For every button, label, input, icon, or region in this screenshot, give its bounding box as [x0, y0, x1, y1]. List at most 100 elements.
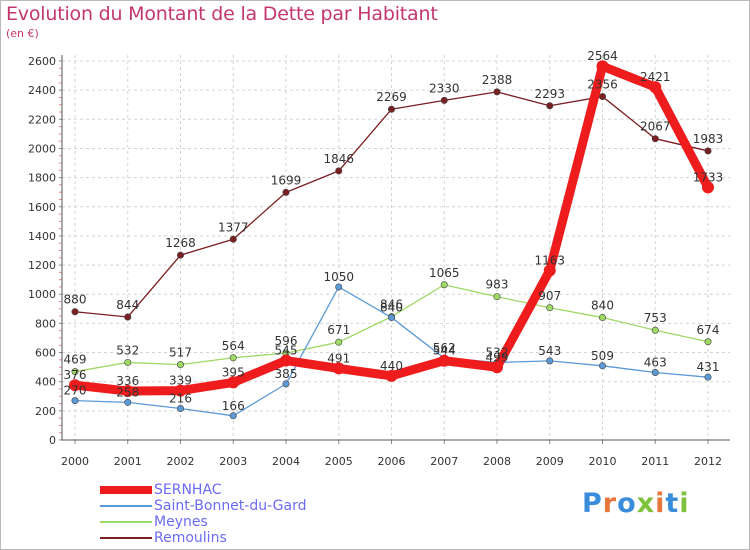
data-label-sernhac: 2421: [640, 70, 671, 84]
data-label-sernhac: 1733: [693, 170, 724, 184]
data-point-remoulins: [124, 313, 132, 321]
x-tick-label: 2001: [114, 455, 142, 468]
data-point-meynes: [440, 281, 448, 289]
data-label-saint-bonnet-du-gard: 509: [591, 349, 614, 363]
data-point-meynes: [71, 368, 79, 376]
legend-swatch-meynes: [100, 521, 152, 523]
data-label-meynes: 983: [486, 278, 509, 292]
data-point-meynes: [229, 354, 237, 362]
data-label-meynes: 753: [644, 311, 667, 325]
data-point-sernhac: [596, 60, 609, 73]
x-tick-label: 2012: [694, 455, 722, 468]
data-point-sernhac: [438, 354, 451, 367]
legend-label-saint-bonnet: Saint-Bonnet-du-Gard: [154, 498, 307, 514]
data-label-meynes: 564: [222, 339, 245, 353]
data-label-saint-bonnet-du-gard: 562: [433, 341, 456, 355]
data-point-saint-bonnet-du-gard: [124, 398, 132, 406]
data-point-remoulins: [440, 96, 448, 104]
y-tick-label: 400: [35, 376, 56, 389]
data-point-meynes: [546, 304, 554, 312]
data-label-remoulins: 1699: [271, 173, 302, 187]
y-tick-label: 800: [35, 317, 56, 330]
data-point-saint-bonnet-du-gard: [335, 283, 343, 291]
data-point-sernhac: [491, 361, 503, 374]
y-tick-label: 2400: [28, 84, 56, 97]
data-point-sernhac: [121, 385, 134, 398]
y-tick-label: 2600: [28, 55, 56, 68]
brand-letter: x: [636, 488, 656, 519]
data-label-sernhac: 339: [169, 374, 192, 388]
data-point-saint-bonnet-du-gard: [546, 357, 554, 365]
y-tick-label: 1400: [28, 230, 56, 243]
data-point-saint-bonnet-du-gard: [651, 369, 659, 377]
legend-label-remoulins: Remoulins: [154, 530, 227, 546]
brand-logo: Proxiti: [582, 488, 690, 519]
data-label-sernhac: 499: [486, 350, 509, 364]
data-point-saint-bonnet-du-gard: [177, 405, 185, 413]
data-point-remoulins: [598, 93, 606, 101]
data-label-remoulins: 2293: [534, 87, 565, 101]
data-point-remoulins: [335, 167, 343, 175]
x-tick-label: 2002: [167, 455, 195, 468]
data-point-meynes: [124, 358, 132, 366]
data-label-saint-bonnet-du-gard: 270: [64, 384, 87, 398]
data-label-meynes: 1065: [429, 266, 460, 280]
data-label-saint-bonnet-du-gard: 385: [275, 367, 298, 381]
legend-swatch-remoulins: [100, 537, 152, 539]
y-tick-label: 1200: [28, 259, 56, 272]
brand-letter: i: [679, 488, 690, 519]
data-point-sernhac: [227, 376, 240, 389]
data-label-sernhac: 491: [327, 351, 350, 365]
data-label-sernhac: 395: [222, 365, 245, 379]
data-label-sernhac: 2564: [587, 49, 618, 63]
data-label-remoulins: 2330: [429, 81, 460, 95]
data-point-sernhac: [174, 384, 187, 397]
brand-letter: o: [617, 488, 637, 519]
chart-title: Evolution du Montant de la Dette par Hab…: [6, 3, 438, 25]
data-label-sernhac: 440: [380, 359, 403, 373]
data-point-sernhac: [649, 81, 662, 94]
y-tick-label: 1000: [28, 288, 56, 301]
x-tick-label: 2006: [378, 455, 406, 468]
data-label-saint-bonnet-du-gard: 463: [644, 356, 667, 370]
data-point-sernhac: [69, 379, 81, 392]
data-point-meynes: [651, 326, 659, 334]
data-point-remoulins: [387, 105, 395, 113]
chart-subtitle: (en €): [6, 27, 39, 40]
legend-swatch-sernhac: [100, 486, 152, 494]
data-label-meynes: 596: [275, 334, 298, 348]
data-label-remoulins: 2388: [482, 73, 513, 87]
x-tick-label: 2007: [430, 455, 458, 468]
x-tick-label: 2005: [325, 455, 353, 468]
data-point-remoulins: [282, 188, 290, 196]
data-point-sernhac: [280, 354, 292, 367]
data-label-meynes: 674: [697, 323, 720, 337]
x-tick-label: 2000: [61, 455, 89, 468]
legend-label-meynes: Meynes: [154, 514, 208, 530]
data-label-saint-bonnet-du-gard: 840: [380, 301, 403, 315]
data-point-remoulins: [229, 235, 237, 243]
data-label-remoulins: 1377: [218, 220, 249, 234]
data-label-meynes: 840: [591, 299, 614, 313]
data-point-meynes: [493, 293, 501, 301]
data-point-saint-bonnet-du-gard: [598, 362, 606, 370]
x-tick-label: 2009: [536, 455, 564, 468]
data-label-saint-bonnet-du-gard: 216: [169, 392, 192, 406]
data-point-saint-bonnet-du-gard: [704, 373, 712, 381]
data-point-saint-bonnet-du-gard: [387, 314, 395, 322]
data-label-remoulins: 1983: [693, 132, 724, 146]
x-tick-label: 2010: [589, 455, 617, 468]
data-point-remoulins: [71, 308, 79, 316]
data-point-remoulins: [177, 251, 185, 259]
data-label-saint-bonnet-du-gard: 431: [697, 360, 720, 374]
data-label-remoulins: 2269: [376, 90, 407, 104]
data-label-meynes: 517: [169, 346, 192, 360]
data-label-meynes: 907: [538, 289, 561, 303]
y-tick-label: 0: [49, 434, 56, 447]
data-point-remoulins: [651, 135, 659, 143]
brand-letter: i: [655, 488, 666, 519]
data-point-meynes: [177, 361, 185, 369]
data-label-saint-bonnet-du-gard: 532: [486, 345, 509, 359]
data-point-saint-bonnet-du-gard: [71, 397, 79, 405]
